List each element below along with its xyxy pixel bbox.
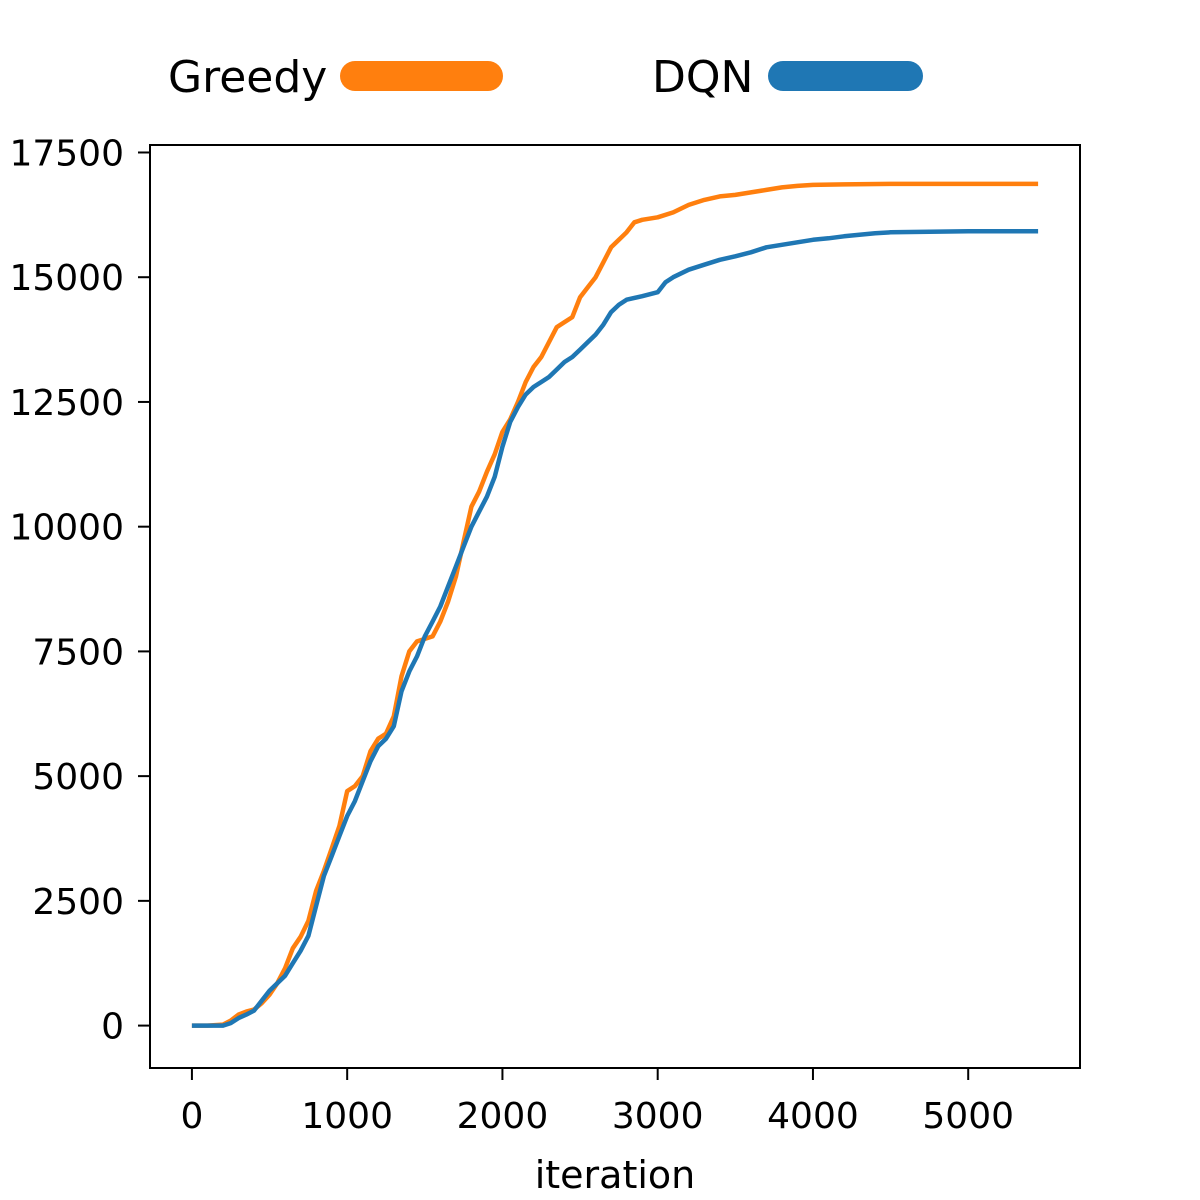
series-line-dqn xyxy=(191,229,1039,1028)
plot-frame xyxy=(149,144,1081,1069)
x-tick-label: 5000 xyxy=(922,1096,1014,1137)
y-tick-label: 2500 xyxy=(32,882,124,923)
y-tick-label: 7500 xyxy=(32,632,124,673)
x-axis: 0 1000 2000 3000 4000 5000 xyxy=(180,1068,1014,1137)
x-tick-label: 0 xyxy=(180,1096,203,1137)
legend-label-greedy: Greedy xyxy=(168,52,327,103)
y-tick-label: 15000 xyxy=(9,258,124,299)
x-axis-label: iteration xyxy=(535,1153,696,1197)
x-tick-label: 3000 xyxy=(612,1096,704,1137)
y-tick-label: 12500 xyxy=(9,383,124,424)
legend-label-dqn: DQN xyxy=(652,52,753,103)
legend: Greedy DQN xyxy=(168,52,923,103)
y-axis: 0 2500 5000 7500 10000 12500 15000 17500 xyxy=(9,133,150,1048)
x-tick-label: 4000 xyxy=(767,1096,859,1137)
y-tick-label: 10000 xyxy=(9,508,124,549)
y-tick-label: 0 xyxy=(101,1007,124,1048)
series-line-greedy xyxy=(191,181,1039,1028)
x-tick-label: 2000 xyxy=(457,1096,549,1137)
x-tick-label: 1000 xyxy=(301,1096,393,1137)
y-tick-label: 5000 xyxy=(32,757,124,798)
y-tick-label: 17500 xyxy=(9,133,124,174)
series-layer xyxy=(191,181,1039,1028)
